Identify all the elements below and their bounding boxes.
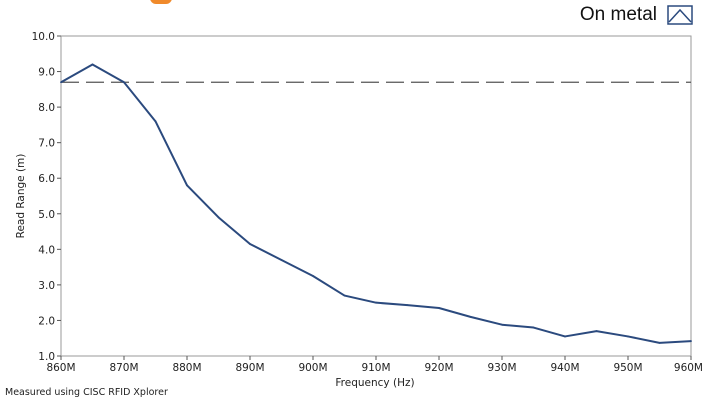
x-tick-label: 950M bbox=[613, 362, 642, 374]
data-point bbox=[217, 216, 220, 219]
data-point bbox=[249, 243, 251, 245]
y-tick-label: 5.0 bbox=[38, 209, 55, 221]
y-tick-label: 1.0 bbox=[38, 351, 55, 363]
x-tick-label: 920M bbox=[424, 362, 453, 374]
data-point bbox=[154, 120, 157, 123]
y-axis-title: Read Range (m) bbox=[15, 154, 27, 239]
y-tick-label: 2.0 bbox=[38, 315, 55, 327]
data-point bbox=[627, 335, 629, 338]
data-point bbox=[501, 323, 503, 326]
x-tick-label: 890M bbox=[235, 362, 264, 374]
y-tick-label: 6.0 bbox=[38, 173, 55, 185]
y-tick-label: 10.0 bbox=[32, 31, 55, 43]
x-tick-label: 930M bbox=[487, 362, 516, 374]
plot-area bbox=[60, 35, 692, 357]
x-tick-label: 940M bbox=[550, 362, 579, 374]
footnote: Measured using CISC RFID Xplorer bbox=[5, 387, 168, 398]
y-tick-label: 3.0 bbox=[38, 280, 55, 292]
legend: On metal bbox=[580, 0, 693, 30]
y-tick-label: 9.0 bbox=[38, 67, 55, 79]
x-axis-title: Frequency (Hz) bbox=[335, 377, 414, 389]
x-tick-label: 900M bbox=[298, 362, 327, 374]
data-point bbox=[532, 326, 535, 329]
data-point bbox=[280, 259, 283, 261]
x-tick-label: 870M bbox=[109, 362, 138, 374]
data-point bbox=[690, 340, 692, 342]
title-fragment bbox=[150, 0, 172, 4]
data-point bbox=[123, 81, 125, 84]
data-point bbox=[60, 81, 62, 84]
legend-line-icon bbox=[667, 5, 693, 25]
y-tick-label: 4.0 bbox=[38, 244, 55, 256]
x-tick-label: 880M bbox=[172, 362, 201, 374]
data-point bbox=[91, 63, 94, 66]
data-point bbox=[406, 304, 409, 307]
data-point bbox=[312, 275, 314, 277]
data-point bbox=[595, 330, 598, 333]
data-point bbox=[564, 335, 566, 338]
data-point bbox=[658, 341, 661, 344]
data-point bbox=[375, 301, 377, 304]
y-tick-label: 8.0 bbox=[38, 102, 55, 114]
x-tick-label: 860M bbox=[46, 362, 75, 374]
x-tick-label: 960M bbox=[674, 362, 703, 374]
y-tick-label: 7.0 bbox=[38, 138, 55, 150]
data-point bbox=[186, 184, 188, 187]
data-point bbox=[469, 315, 472, 318]
x-tick-label: 910M bbox=[361, 362, 390, 374]
legend-label: On metal bbox=[579, 4, 657, 25]
data-point bbox=[343, 294, 346, 297]
data-point bbox=[438, 307, 440, 309]
